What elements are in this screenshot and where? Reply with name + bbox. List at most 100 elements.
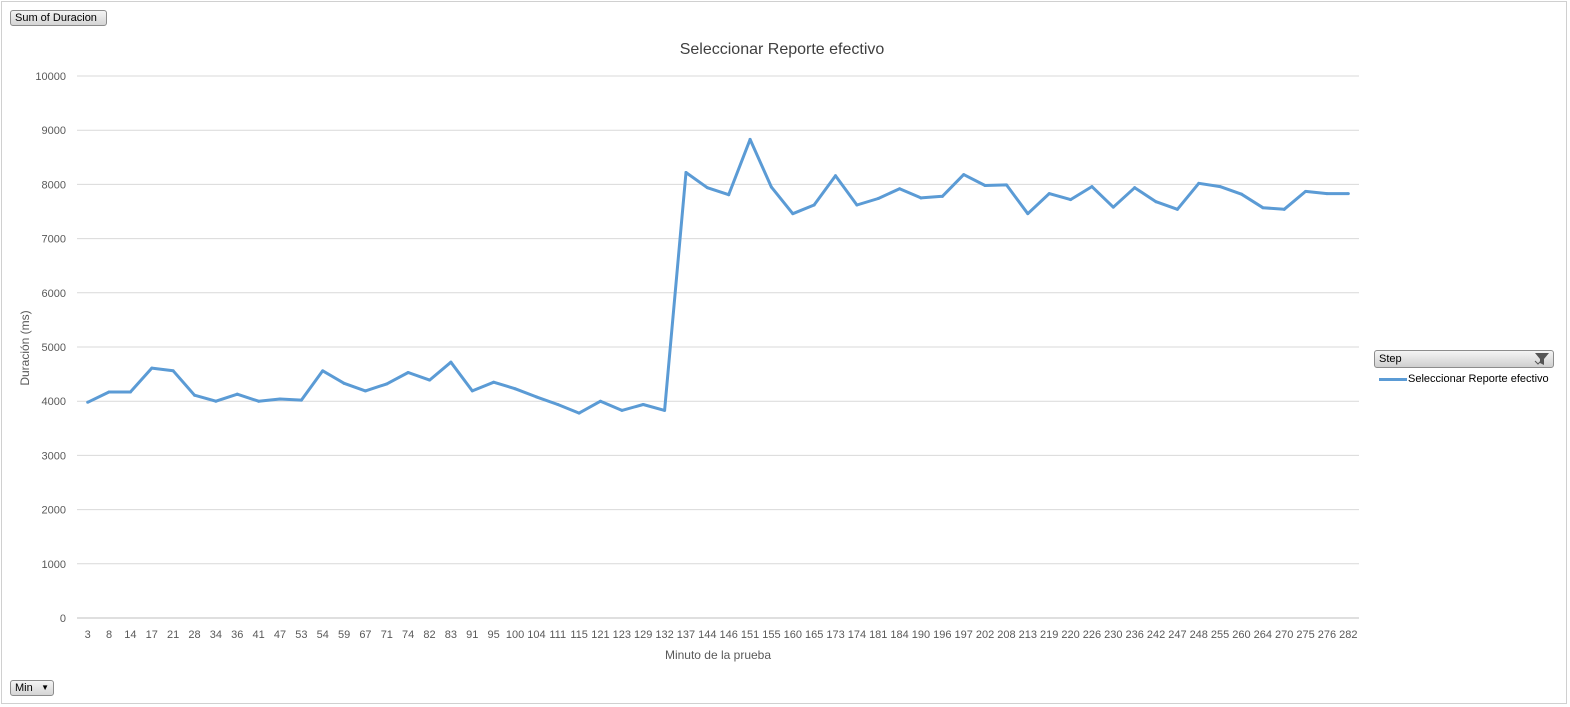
data-point <box>748 137 752 141</box>
x-tick-label: 196 <box>933 629 951 641</box>
data-point <box>385 382 389 386</box>
x-axis-label: Minuto de la prueba <box>665 648 771 662</box>
x-tick-label: 247 <box>1168 629 1186 641</box>
data-point <box>1218 185 1222 189</box>
step-field-label: Step <box>1379 353 1402 365</box>
x-tick-label: 282 <box>1339 629 1357 641</box>
x-tick-label: 174 <box>848 629 866 641</box>
x-tick-label: 155 <box>762 629 780 641</box>
data-point <box>1239 192 1243 196</box>
data-point <box>962 173 966 177</box>
data-point <box>1197 181 1201 185</box>
x-tick-label: 53 <box>295 629 307 641</box>
y-tick-label: 7000 <box>42 234 66 246</box>
x-axis-ticks: 3 8 14 17 21 28 34 36 41 47 53 54 59 67 71 74 82 83 91 95 10… <box>85 629 1358 641</box>
data-point <box>791 212 795 216</box>
data-point <box>834 174 838 178</box>
x-tick-label: 226 <box>1083 629 1101 641</box>
data-point <box>128 390 132 394</box>
x-tick-label: 74 <box>402 629 414 641</box>
data-point <box>1090 185 1094 189</box>
x-tick-label: 121 <box>591 629 609 641</box>
x-tick-label: 47 <box>274 629 286 641</box>
data-point <box>1133 186 1137 190</box>
data-point <box>342 381 346 385</box>
x-tick-label: 95 <box>488 629 500 641</box>
x-tick-label: 151 <box>741 629 759 641</box>
data-point <box>449 360 453 364</box>
data-point <box>577 411 581 415</box>
data-point <box>705 186 709 190</box>
data-point <box>193 393 197 397</box>
x-tick-label: 17 <box>146 629 158 641</box>
x-tick-label: 173 <box>826 629 844 641</box>
x-tick-label: 165 <box>805 629 823 641</box>
data-point <box>1047 192 1051 196</box>
y-tick-label: 0 <box>60 613 66 625</box>
axis-field-label: Min <box>15 682 33 694</box>
data-point <box>235 392 239 396</box>
x-tick-label: 213 <box>1019 629 1037 641</box>
step-field-button[interactable]: Step <box>1374 350 1554 368</box>
series-layer <box>86 137 1350 415</box>
x-tick-label: 236 <box>1125 629 1143 641</box>
filter-icon[interactable] <box>1534 352 1550 366</box>
x-tick-label: 34 <box>210 629 222 641</box>
x-tick-label: 242 <box>1147 629 1165 641</box>
y-tick-label: 9000 <box>42 125 66 137</box>
data-point <box>1261 206 1265 210</box>
x-tick-label: 67 <box>359 629 371 641</box>
chart-title: Seleccionar Reporte efectivo <box>680 41 885 58</box>
data-point <box>940 194 944 198</box>
x-tick-label: 202 <box>976 629 994 641</box>
data-point <box>299 398 303 402</box>
data-point <box>534 395 538 399</box>
data-point <box>1026 212 1030 216</box>
dropdown-arrow-icon: ▼ <box>41 683 49 692</box>
data-point <box>876 196 880 200</box>
x-tick-label: 54 <box>317 629 329 641</box>
x-tick-label: 21 <box>167 629 179 641</box>
x-tick-label: 3 <box>85 629 91 641</box>
x-tick-label: 208 <box>997 629 1015 641</box>
values-field-button[interactable]: Sum of Duracion <box>10 10 107 26</box>
data-point <box>278 397 282 401</box>
data-point <box>620 408 624 412</box>
data-point <box>1154 200 1158 204</box>
x-tick-label: 137 <box>677 629 695 641</box>
data-point <box>214 399 218 403</box>
data-point <box>898 187 902 191</box>
data-point <box>1004 183 1008 187</box>
x-tick-label: 8 <box>106 629 112 641</box>
x-tick-label: 181 <box>869 629 887 641</box>
data-point <box>727 193 731 197</box>
data-point <box>513 387 517 391</box>
legend-label: Seleccionar Reporte efectivo <box>1408 373 1549 385</box>
data-point <box>257 399 261 403</box>
x-tick-label: 190 <box>912 629 930 641</box>
series-line <box>87 137 1349 415</box>
x-tick-label: 248 <box>1190 629 1208 641</box>
data-point <box>86 400 90 404</box>
data-point <box>1175 207 1179 211</box>
x-tick-label: 83 <box>445 629 457 641</box>
axis-field-button[interactable]: Min ▼ <box>10 680 54 696</box>
legend-swatch <box>1379 377 1407 381</box>
x-tick-label: 100 <box>506 629 524 641</box>
y-tick-label: 2000 <box>42 505 66 517</box>
x-tick-label: 59 <box>338 629 350 641</box>
y-axis-ticks: 0 1000 2000 3000 4000 5000 6000 7000 8000 9000 100… <box>35 71 66 625</box>
x-tick-label: 104 <box>527 629 545 641</box>
data-point <box>492 380 496 384</box>
data-point <box>598 399 602 403</box>
x-tick-label: 144 <box>698 629 716 641</box>
data-point <box>1304 189 1308 193</box>
data-point <box>150 366 154 370</box>
y-tick-label: 1000 <box>42 559 66 571</box>
data-point <box>983 183 987 187</box>
data-point <box>406 370 410 374</box>
y-tick-label: 8000 <box>42 179 66 191</box>
data-point <box>641 402 645 406</box>
x-tick-label: 275 <box>1296 629 1314 641</box>
